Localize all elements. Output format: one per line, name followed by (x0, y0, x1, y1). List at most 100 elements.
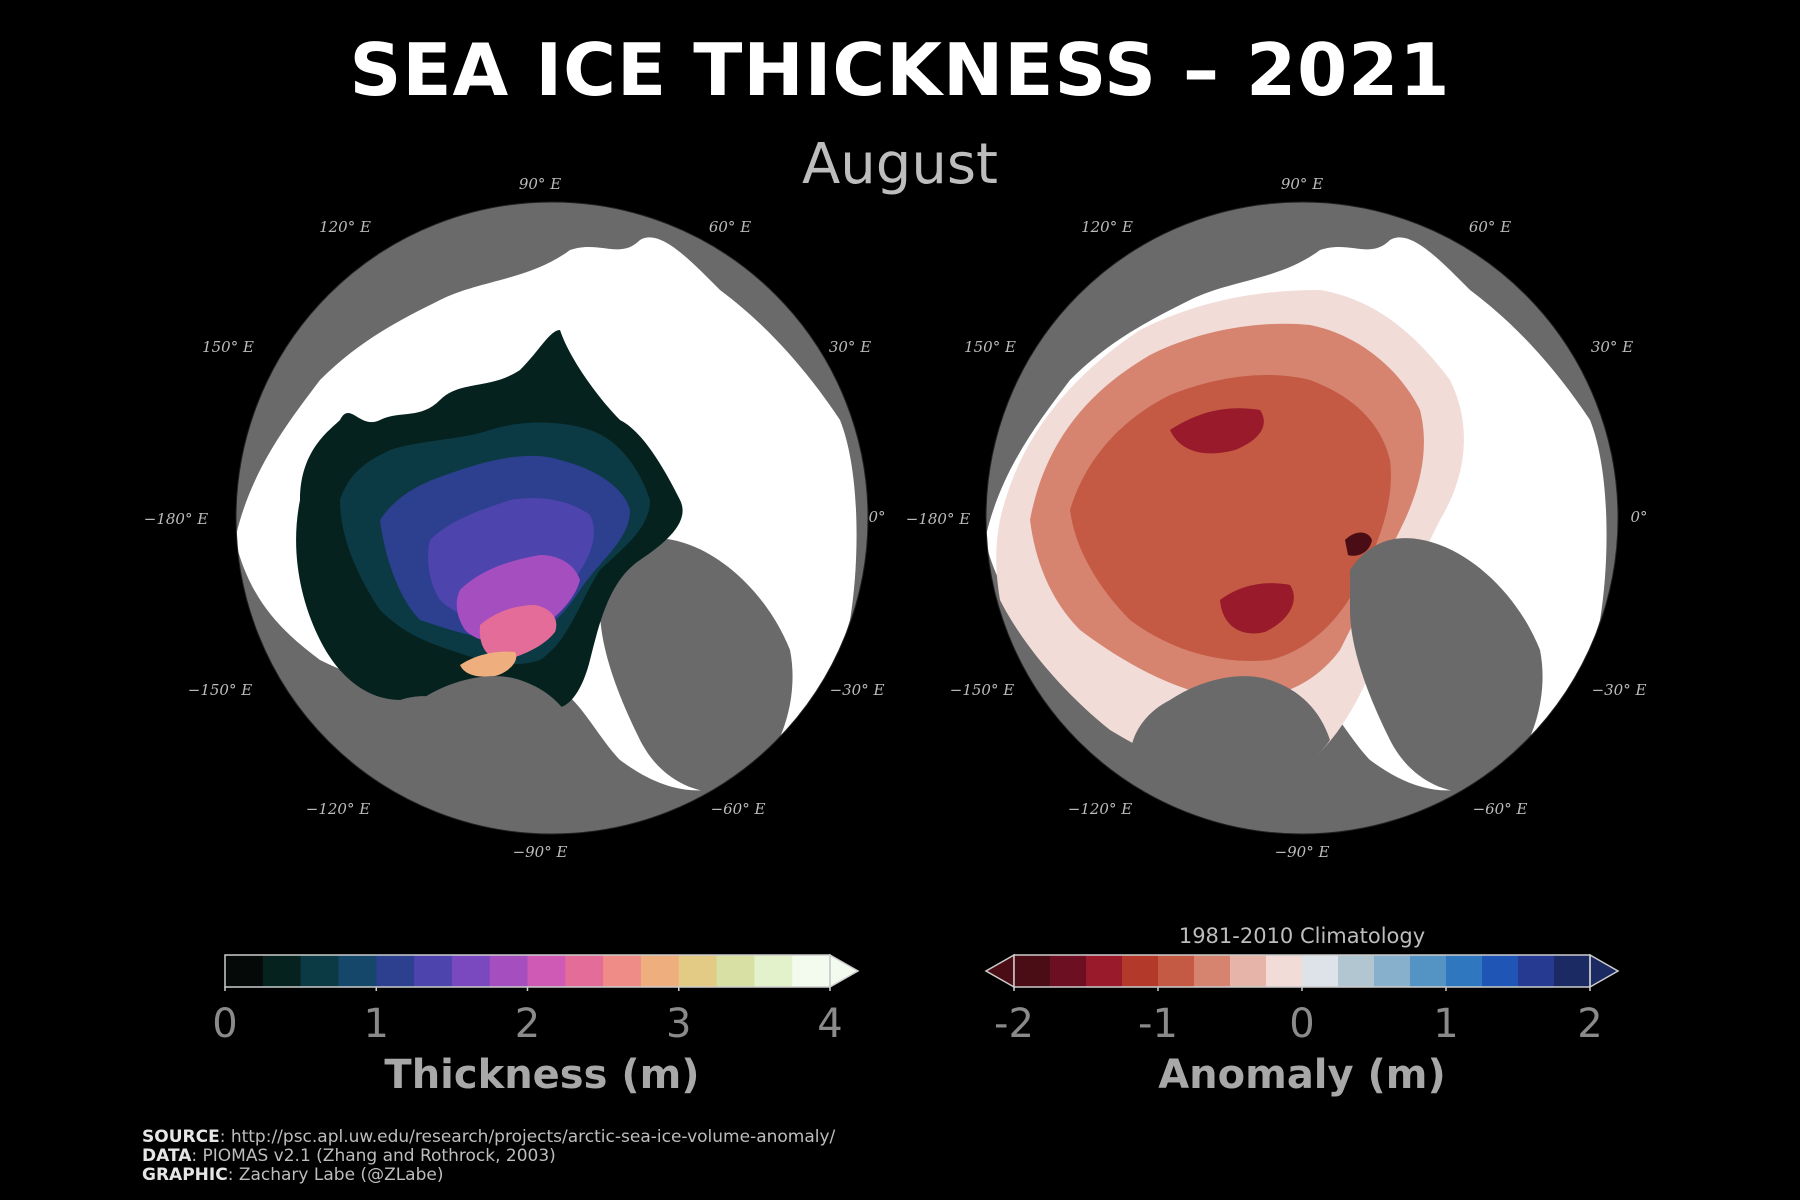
colorbar-swatch (1374, 955, 1411, 987)
anomaly-colorbar: -2 -1 0 1 2 (984, 953, 1620, 1047)
colorbar-swatch (376, 955, 415, 987)
ice-band-6 (479, 605, 557, 660)
lon-label: 60° E (709, 218, 751, 236)
lon-label: −150° E (950, 681, 1014, 699)
colorbar-swatch (603, 955, 642, 987)
colorbar-extend-max (829, 953, 860, 989)
colorbar-tick-label: 3 (666, 1001, 691, 1047)
colorbar-tick-label: 2 (1577, 1001, 1602, 1047)
page-title: SEA ICE THICKNESS – 2021 (349, 28, 1451, 112)
data-label: DATA (142, 1146, 192, 1166)
colorbar-swatch (338, 955, 377, 987)
colorbar-tick-label: 1 (1433, 1001, 1458, 1047)
lon-label: 0° (868, 508, 885, 526)
anomaly-band-extreme (1345, 532, 1372, 556)
colorbar-swatch (1230, 955, 1267, 987)
greenland-land (1350, 538, 1543, 793)
colorbar-tick-label: -1 (1138, 1001, 1178, 1047)
colorbar-swatch (451, 955, 491, 987)
map-edge (985, 201, 1619, 835)
lon-label: −120° E (1068, 800, 1132, 818)
graphic-label: GRAPHIC (142, 1165, 228, 1185)
anomaly-band-very-strong (1170, 408, 1264, 454)
colorbar-tick-label: 2 (515, 1001, 540, 1047)
colorbar-tick-label: -2 (994, 1001, 1034, 1047)
colorbar-swatch (754, 955, 793, 987)
lon-label: −180° E (144, 510, 208, 528)
lon-label: 120° E (319, 218, 371, 236)
greenland-land (600, 538, 793, 793)
colorbar-swatch (716, 955, 755, 987)
colorbar-swatch (1014, 955, 1051, 987)
lon-label: −60° E (711, 800, 766, 818)
colorbar-swatch (1158, 955, 1195, 987)
lon-label: 30° E (829, 338, 871, 356)
lon-labels-right: 90° E 120° E 60° E 150° E 30° E −180° E … (906, 175, 1648, 861)
colorbar-swatch (1050, 955, 1087, 987)
colorbar-swatch (489, 955, 528, 987)
lon-label: 150° E (964, 338, 1016, 356)
lon-label: −90° E (513, 843, 568, 861)
colorbar-swatch (678, 955, 718, 987)
lon-labels-left: 90° E 120° E 60° E 150° E 30° E −180° E … (144, 175, 886, 861)
lon-label: −120° E (306, 800, 370, 818)
colorbar-swatch (414, 955, 453, 987)
lon-label: −180° E (906, 510, 970, 528)
ice-band-7 (460, 651, 517, 677)
page-subtitle: August (802, 132, 998, 197)
lon-label: −30° E (830, 681, 885, 699)
graphic-text: : Zachary Labe (@ZLabe) (227, 1165, 444, 1185)
colorbar-tick-label: 4 (817, 1001, 842, 1047)
colorbar-swatch (1410, 955, 1447, 987)
canadian-archipelago (1130, 676, 1330, 800)
colorbar-swatch (565, 955, 604, 987)
credits-block: SOURCE: http://psc.apl.uw.edu/research/p… (142, 1128, 835, 1185)
anomaly-colorbar-label: Anomaly (m) (1158, 1052, 1446, 1098)
anomaly-band-very-strong (1220, 583, 1294, 634)
map-edge (235, 201, 869, 835)
climatology-note: 1981-2010 Climatology (1179, 924, 1425, 948)
colorbar-extend-min (984, 953, 1015, 989)
lon-label: −90° E (1275, 843, 1330, 861)
colorbar-swatch (792, 955, 831, 987)
canadian-archipelago (380, 676, 580, 800)
source-line: SOURCE: http://psc.apl.uw.edu/research/p… (142, 1128, 835, 1147)
colorbar-swatch (1338, 955, 1375, 987)
source-url: : http://psc.apl.uw.edu/research/project… (219, 1127, 836, 1147)
data-text: : PIOMAS v2.1 (Zhang and Rothrock, 2003) (191, 1146, 556, 1166)
colorbar-swatch (1086, 955, 1123, 987)
thickness-map (235, 201, 869, 835)
lon-label: −60° E (1473, 800, 1528, 818)
colorbar-swatch (527, 955, 566, 987)
colorbar-tick-label: 0 (212, 1001, 237, 1047)
data-line: DATA: PIOMAS v2.1 (Zhang and Rothrock, 2… (142, 1147, 835, 1166)
lon-label: −150° E (188, 681, 252, 699)
lon-label: 30° E (1591, 338, 1633, 356)
colorbar-swatch (262, 955, 302, 987)
source-label: SOURCE (142, 1127, 220, 1147)
colorbar-swatch (1266, 955, 1303, 987)
lon-label: 90° E (1281, 175, 1323, 193)
colorbar-tick-label: 1 (364, 1001, 389, 1047)
anomaly-map (985, 201, 1619, 835)
anomaly-band-strong (1070, 375, 1391, 661)
colorbar-swatch (640, 955, 680, 987)
colorbar-swatch (1554, 955, 1591, 987)
colorbar-swatch (1302, 955, 1339, 987)
colorbar-swatch (225, 955, 264, 987)
lon-label: 90° E (519, 175, 561, 193)
lon-label: −30° E (1592, 681, 1647, 699)
thickness-colorbar-label: Thickness (m) (384, 1052, 699, 1098)
colorbar-swatch (1482, 955, 1519, 987)
colorbar-swatch (1194, 955, 1231, 987)
colorbar-tick-label: 0 (1289, 1001, 1314, 1047)
colorbar-swatch (1122, 955, 1159, 987)
lon-label: 60° E (1469, 218, 1511, 236)
colorbar-extend-max (1589, 953, 1620, 989)
graphic-line: GRAPHIC: Zachary Labe (@ZLabe) (142, 1166, 835, 1185)
lon-label: 150° E (202, 338, 254, 356)
thickness-colorbar: 0 1 2 3 4 (212, 953, 860, 1047)
colorbar-swatch (300, 955, 339, 987)
lon-label: 0° (1630, 508, 1647, 526)
